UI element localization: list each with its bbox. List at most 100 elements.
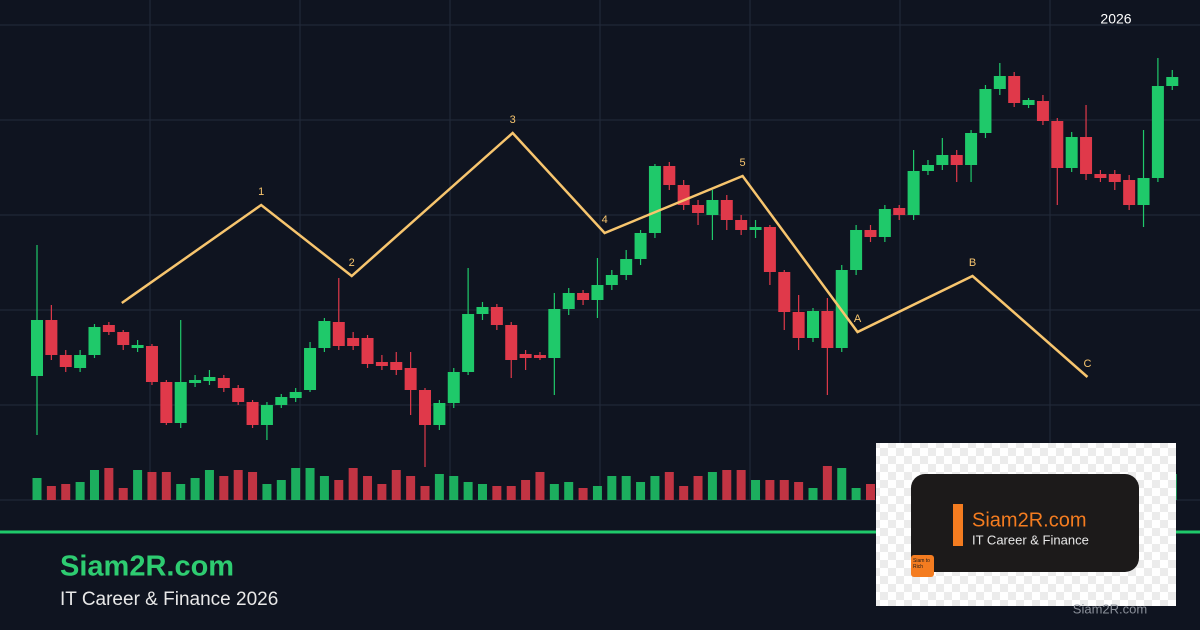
candle-body <box>533 355 546 358</box>
candle-body <box>246 402 259 425</box>
volume-bar <box>707 472 717 500</box>
volume-bar <box>650 476 660 500</box>
candle-body <box>1137 178 1150 205</box>
candle-body <box>562 293 575 309</box>
candle-body <box>605 275 618 285</box>
candle-body <box>1051 121 1064 168</box>
year-label: 2026 <box>1100 11 1131 27</box>
candle-body <box>203 377 216 381</box>
wave-label: 1 <box>258 186 264 198</box>
volume-bar <box>248 472 258 500</box>
logo-title: Siam2R.com <box>972 509 1086 531</box>
candle-body <box>965 133 978 165</box>
candle-body <box>131 345 144 348</box>
logo-badge-box: Siam to Rich <box>913 558 930 570</box>
candle-body <box>1151 86 1164 178</box>
candle-body <box>577 293 590 300</box>
volume-bar <box>204 470 214 500</box>
volume-bar <box>851 488 861 500</box>
candle-body <box>375 362 388 366</box>
candle-body <box>1123 180 1136 205</box>
logo-subtitle: IT Career & Finance <box>972 532 1089 547</box>
candle-body <box>390 362 403 370</box>
candle-body <box>289 392 302 398</box>
footer-subtitle: IT Career & Finance 2026 <box>60 589 278 610</box>
candle-body <box>663 166 676 185</box>
volume-bar <box>176 484 186 500</box>
candle-body <box>993 76 1006 89</box>
candle-body <box>763 227 776 272</box>
candle-body <box>174 382 187 423</box>
candle-body <box>505 325 518 360</box>
volume-bar <box>420 486 430 500</box>
candle-body <box>807 311 820 338</box>
volume-bar <box>291 468 301 500</box>
volume-bar <box>837 468 847 500</box>
volume-bar <box>377 484 387 500</box>
volume-bar <box>751 480 761 500</box>
candle-body <box>45 320 58 355</box>
candle-body <box>864 230 877 237</box>
wave-label: A <box>854 313 862 325</box>
volume-bar <box>118 488 128 500</box>
candle-body <box>260 405 273 425</box>
volume-bar <box>607 476 617 500</box>
volume-bar <box>722 470 732 500</box>
candle-body <box>907 171 920 215</box>
candle-body <box>332 322 345 346</box>
volume-bar <box>865 484 875 500</box>
candle-body <box>778 272 791 312</box>
volume-bar <box>822 466 832 500</box>
wave-label: C <box>1084 358 1092 370</box>
candle-body <box>1094 174 1107 178</box>
volume-bar <box>779 480 789 500</box>
candle-body <box>189 380 202 383</box>
candle-body <box>1008 76 1021 103</box>
volume-bar <box>463 482 473 500</box>
candle-body <box>692 205 705 213</box>
candle-body <box>1036 101 1049 121</box>
volume-bar <box>363 476 373 500</box>
volume-bar <box>808 488 818 500</box>
footer-title: Siam2R.com <box>60 551 234 583</box>
candle-body <box>404 368 417 390</box>
candle-body <box>878 209 891 237</box>
candle-body <box>620 259 633 275</box>
volume-bar <box>32 478 42 500</box>
wave-label: B <box>969 257 976 269</box>
candle-body <box>304 348 317 390</box>
watermark: Siam2R.com <box>1073 601 1147 616</box>
candle-body <box>1065 137 1078 168</box>
wave-label: 2 <box>349 257 355 269</box>
candle-body <box>821 311 834 348</box>
candle-body <box>145 346 158 382</box>
candle-body <box>850 230 863 270</box>
volume-bar <box>535 472 545 500</box>
candle-body <box>433 403 446 425</box>
candle-body <box>361 338 374 364</box>
volume-bar <box>75 482 85 500</box>
volume-bar <box>621 476 631 500</box>
volume-bar <box>679 486 689 500</box>
volume-bar <box>592 486 602 500</box>
volume-bar <box>46 486 56 500</box>
candle-body <box>347 338 360 346</box>
volume-bar <box>549 484 559 500</box>
candle-body <box>936 155 949 165</box>
candle-body <box>102 325 115 332</box>
candle-body <box>591 285 604 300</box>
candle-body <box>232 388 245 402</box>
volume-bar <box>319 476 329 500</box>
volume-bar <box>564 482 574 500</box>
volume-bar <box>305 468 315 500</box>
candle-body <box>921 165 934 171</box>
candle-body <box>318 321 331 348</box>
wave-line <box>121 131 1089 378</box>
volume-bar <box>636 482 646 500</box>
candle-body <box>706 200 719 215</box>
candle-body <box>1166 77 1179 86</box>
volume-bar <box>521 480 531 500</box>
volume-bar <box>664 472 674 500</box>
volume-bar <box>693 476 703 500</box>
volume-bar <box>492 486 502 500</box>
